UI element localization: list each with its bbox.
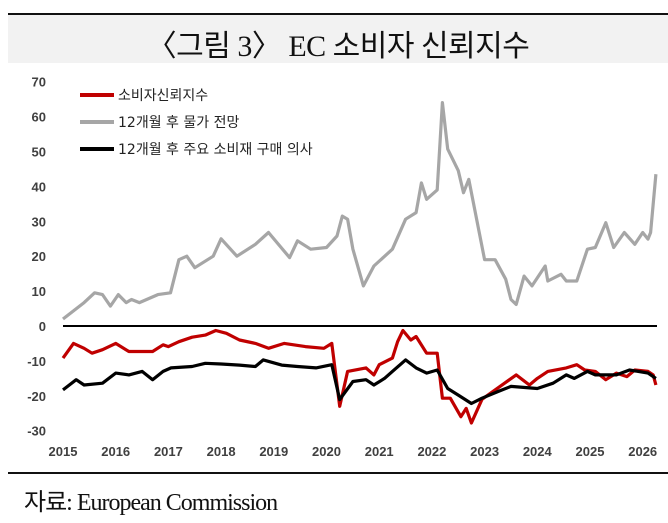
y-tick-label: 40 [32, 179, 46, 194]
x-tick-label: 2022 [417, 444, 446, 459]
x-tick-label: 2026 [628, 444, 657, 459]
x-tick-label: 2024 [523, 444, 553, 459]
y-tick-label: -10 [27, 354, 46, 369]
legend-label: 12개월 후 주요 소비재 구매 의사 [118, 142, 313, 158]
x-tick-label: 2020 [312, 444, 341, 459]
x-tick-label: 2015 [49, 444, 78, 459]
legend-label: 소비자신뢰지수 [118, 88, 208, 104]
source-divider [8, 472, 668, 474]
legend-label: 12개월 후 물가 전망 [118, 115, 239, 131]
series-lines [61, 101, 658, 425]
title-band: 〈그림 3〉 EC 소비자 신뢰지수 [8, 13, 668, 63]
y-tick-label: -20 [27, 389, 46, 404]
x-tick-label: 2023 [470, 444, 499, 459]
y-tick-label: 50 [32, 145, 46, 160]
chart-title: 〈그림 3〉 EC 소비자 신뢰지수 [146, 30, 530, 63]
y-tick-label: -30 [27, 424, 46, 439]
x-tick-label: 2019 [259, 444, 288, 459]
source-note: 자료: European Commission [24, 490, 278, 516]
x-tick-label: 2018 [207, 444, 236, 459]
x-tick-label: 2017 [154, 444, 183, 459]
series-line-0 [61, 328, 658, 425]
y-tick-label: 60 [32, 110, 46, 125]
y-tick-label: 20 [32, 249, 46, 264]
series-line-2 [62, 358, 657, 406]
y-tick-label: 70 [32, 75, 46, 90]
y-tick-label: 0 [39, 319, 46, 334]
x-axis: 2015 2016 2017 2018 2019 2020 2021 2022 2023 2024… [49, 444, 658, 459]
x-tick-label: 2025 [576, 444, 605, 459]
legend: 소비자신뢰지수 12개월 후 물가 전망 12개월 후 주요 소비재 구매 의사 [80, 88, 313, 158]
y-tick-label: 30 [32, 214, 46, 229]
x-tick-label: 2021 [365, 444, 394, 459]
series-line-1 [62, 101, 658, 321]
y-axis: 70 60 50 40 30 20 10 0 -10 -20 -30 [27, 75, 46, 439]
x-tick-label: 2016 [101, 444, 130, 459]
y-tick-label: 10 [32, 284, 46, 299]
